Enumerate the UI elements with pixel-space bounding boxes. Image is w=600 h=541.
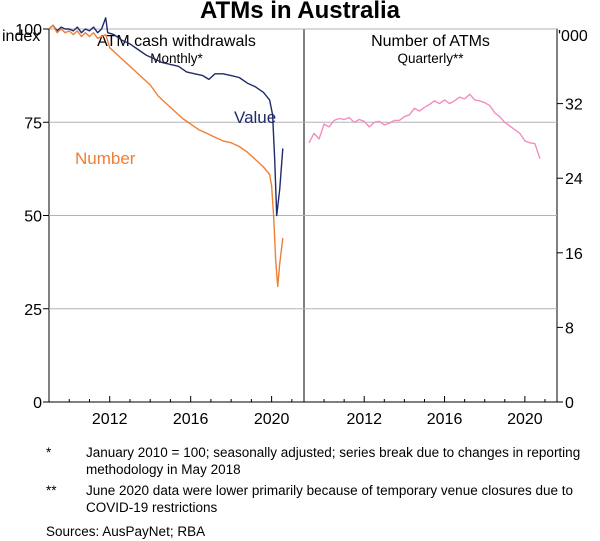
footnote-2: ** June 2020 data were lower primarily b…	[46, 482, 586, 516]
panel-2-x-tick-label-2: 2020	[507, 411, 543, 428]
footnote-1: * January 2010 = 100; seasonally adjuste…	[46, 444, 586, 478]
left-y-tick-label-4: 100	[15, 22, 42, 39]
panel-1-series-number-line	[48, 24, 284, 288]
annotation-number: Number	[75, 149, 136, 168]
panel-1-subtitle: Monthly*	[150, 51, 203, 66]
annotation-value: Value	[234, 108, 276, 127]
footnotes: * January 2010 = 100; seasonally adjuste…	[46, 444, 586, 520]
panel-2-series-number-of-atms-line	[308, 93, 541, 159]
panel-1-x-tick-label-1: 2016	[173, 411, 209, 428]
left-y-tick-label-0: 0	[33, 395, 42, 412]
right-y-tick-label-3: 24	[565, 171, 583, 188]
left-y-tick-label-3: 75	[24, 115, 42, 132]
left-y-tick-label-1: 25	[24, 302, 42, 319]
panel-1-title: ATM cash withdrawals	[97, 33, 256, 50]
footnote-2-mark: **	[46, 483, 57, 498]
right-y-tick-label-4: 32	[565, 97, 583, 114]
left-y-tick-label-2: 50	[24, 209, 42, 226]
footnote-1-text: January 2010 = 100; seasonally adjusted;…	[86, 445, 581, 477]
right-y-tick-label-0: 0	[565, 395, 574, 412]
panel-1-x-tick-label-0: 2012	[92, 411, 128, 428]
right-y-axis-label: '000	[558, 28, 588, 45]
panel-1-x-tick-label-2: 2020	[254, 411, 290, 428]
right-y-tick-label-2: 16	[565, 246, 583, 263]
footnote-1-mark: *	[46, 445, 52, 460]
chart-title: ATMs in Australia	[200, 0, 401, 24]
right-y-tick-label-1: 8	[565, 320, 574, 337]
panel-1-series-value-line	[48, 17, 284, 217]
sources: Sources: AusPayNet; RBA	[46, 524, 206, 539]
chart: ATMs in Australia 0 25 50 75 100 0 8 16 24 32 inde…	[2, 0, 588, 428]
left-y-axis-label: index	[2, 28, 40, 45]
panel-2-x-tick-label-0: 2012	[346, 411, 382, 428]
panel-2-x-tick-label-1: 2016	[427, 411, 463, 428]
panel-2-subtitle: Quarterly**	[397, 51, 464, 66]
footnote-2-text: June 2020 data were lower primarily beca…	[86, 483, 574, 515]
panel-2-title: Number of ATMs	[371, 33, 490, 50]
